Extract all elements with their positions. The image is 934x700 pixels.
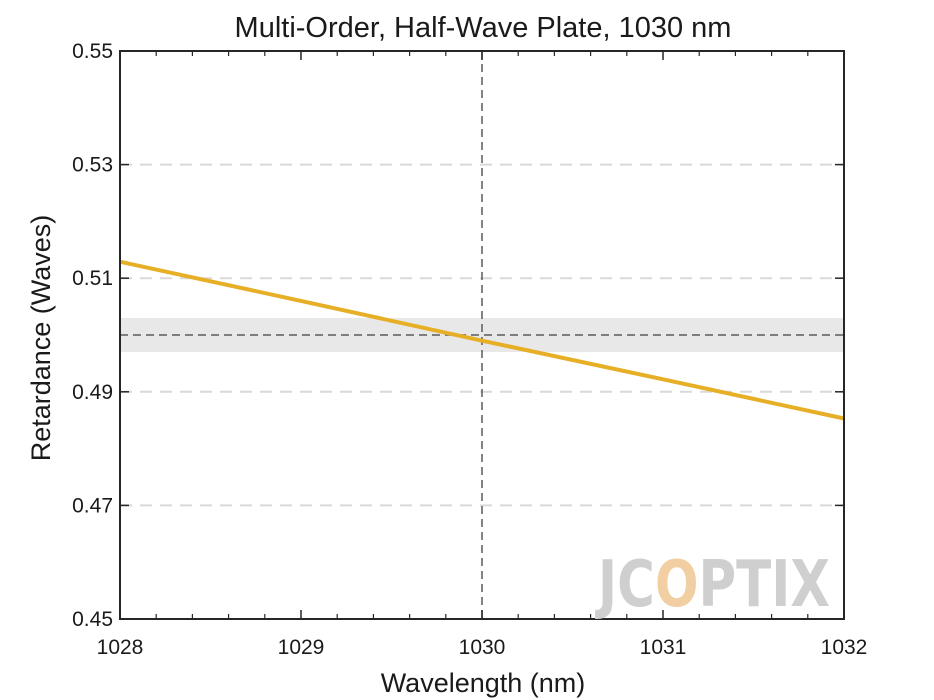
chart-title: Multi-Order, Half-Wave Plate, 1030 nm [235,12,732,44]
x-axis-label: Wavelength (nm) [381,668,586,698]
logo-part-2: PTIX [699,548,830,622]
series-line-0 [119,259,845,421]
x-tick-label-2: 1030 [459,636,506,659]
y-tick-label-3: 0.51 [72,267,113,290]
y-tick-label-4: 0.53 [72,154,113,177]
x-tick-label-0: 1028 [97,636,144,659]
y-tick-label-2: 0.49 [72,381,113,404]
x-tick-label-1: 1029 [278,636,325,659]
x-tick-label-4: 1032 [821,636,868,659]
y-tick-label-1: 0.47 [72,494,113,517]
logo-part-0: JC [595,548,655,622]
plot-area: 1028 1029 1030 1031 1032 0.45 0.47 0.49 0.51 0.53… [72,40,867,659]
x-tick-label-3: 1031 [640,636,687,659]
logo-wordmark: JCOPTIX [595,548,830,622]
jcoptix-logo: JCOPTIX [595,548,830,622]
y-tick-label-5: 0.55 [72,40,113,63]
y-tick-label-0: 0.45 [72,608,113,631]
y-axis-label: Retardance (Waves) [26,215,56,462]
logo-part-1: O [655,548,699,622]
